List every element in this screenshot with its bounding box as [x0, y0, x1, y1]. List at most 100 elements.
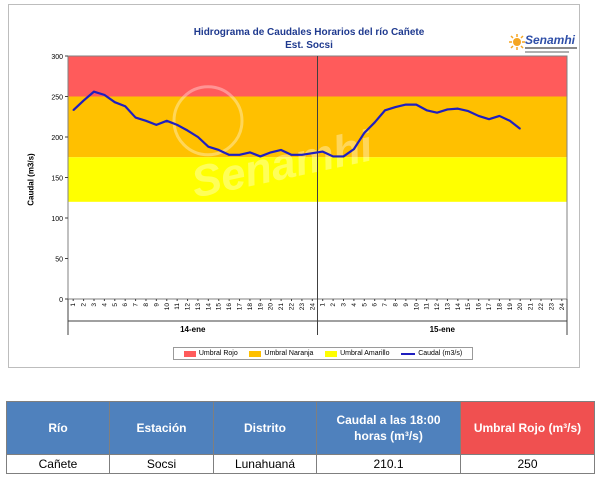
legend-label-rojo: Umbral Rojo [198, 350, 238, 357]
data-point-caudal [488, 118, 490, 120]
x-tick-label: 12 [434, 303, 441, 311]
x-tick-label: 24 [309, 303, 316, 311]
x-tick-label: 3 [91, 303, 98, 307]
logo-underline [525, 47, 577, 49]
y-tick-label: 150 [51, 176, 63, 183]
y-tick-label: 100 [51, 216, 63, 223]
cell-distrito: Lunahuaná [213, 454, 317, 474]
data-point-caudal [363, 132, 365, 134]
data-point-caudal [290, 154, 293, 156]
x-tick-label: 20 [517, 303, 524, 311]
data-point-caudal [166, 120, 168, 122]
x-tick-label: 17 [237, 303, 244, 311]
header-distrito: Distrito [213, 401, 317, 455]
header-caudal: Caudal a las 18:00 horas (m³/s) [316, 401, 461, 455]
x-tick-label: 1 [70, 303, 77, 307]
logo-text: Senamhi [525, 33, 576, 47]
legend-label-amarillo: Umbral Amarillo [340, 350, 390, 357]
data-point-caudal [446, 108, 449, 111]
data-point-caudal [176, 124, 178, 126]
x-tick-label: 17 [486, 303, 493, 311]
x-tick-label: 7 [133, 303, 140, 307]
series-line-caudal [72, 90, 521, 158]
x-tick-label: 6 [122, 303, 129, 307]
x-tick-label: 24 [559, 303, 566, 311]
x-tick-label: 5 [361, 303, 368, 307]
legend-swatch-rojo [183, 350, 196, 357]
data-point-caudal [124, 105, 126, 107]
data-point-caudal [72, 109, 74, 111]
x-tick-label: 4 [351, 303, 358, 307]
x-tick-label: 21 [278, 303, 285, 311]
y-tick-label: 200 [51, 135, 63, 142]
legend-swatch-naranja [249, 350, 262, 357]
data-point-caudal [249, 151, 251, 153]
data-point-caudal [415, 104, 417, 106]
data-point-caudal [301, 154, 303, 156]
data-point-caudal [197, 136, 199, 138]
watermark-sun [172, 85, 244, 157]
legend-item-amarillo: Umbral Amarillo [325, 350, 390, 357]
data-point-caudal [155, 124, 157, 126]
x-tick-label: 16 [226, 303, 233, 311]
data-point-caudal [342, 155, 345, 158]
logo-underline-2 [525, 51, 569, 53]
y-tick-label: 250 [51, 95, 63, 102]
x-tick-label: 5 [112, 303, 119, 307]
x-tick-label: 13 [195, 303, 202, 311]
data-point-caudal [322, 150, 324, 153]
data-point-caudal [103, 94, 105, 96]
data-point-caudal [145, 120, 147, 122]
data-point-caudal [238, 154, 241, 156]
x-tick-label: 23 [548, 303, 555, 311]
data-point-caudal [93, 91, 95, 93]
x-tick-label: 14 [455, 303, 462, 311]
chart-subtitle: Est. Socsi [285, 40, 333, 51]
y-tick-label: 0 [59, 297, 63, 304]
header-estacion: Estación [109, 401, 214, 455]
x-tick-label: 1 [320, 303, 327, 307]
cell-estacion: Socsi [109, 454, 214, 474]
legend-label-caudal: Caudal (m3/s) [418, 350, 463, 357]
x-tick-label: 15 [216, 303, 223, 311]
table-header-row: Río Estación Distrito Caudal a las 18:00… [6, 401, 595, 455]
x-tick-label: 19 [507, 303, 514, 311]
header-rio: Río [6, 401, 110, 455]
x-tick-label: 23 [299, 303, 306, 311]
x-tick-label: 16 [476, 303, 483, 311]
sun-icon [509, 34, 525, 50]
x-tick-label: 11 [424, 303, 431, 310]
x-tick-label: 2 [330, 303, 337, 307]
legend-item-rojo: Umbral Rojo [183, 350, 238, 357]
x-tick-label: 9 [403, 303, 410, 307]
chart-frame: Senamhi 0 50 100 150 200 250 300 1 2 3 4 5 6 7 8 9 10 11 12… [8, 4, 580, 368]
x-tick-label: 6 [372, 303, 379, 307]
x-tick-label: 2 [81, 303, 88, 307]
data-point-caudal [394, 106, 397, 108]
data-point-caudal [478, 115, 480, 117]
data-point-caudal [426, 109, 428, 111]
x-tick-label: 13 [444, 303, 451, 311]
data-point-caudal [207, 146, 209, 148]
chart-legend: Umbral Rojo Umbral Naranja Umbral Amaril… [173, 347, 473, 360]
legend-item-caudal: Caudal (m3/s) [401, 350, 462, 357]
x-tick-label: 4 [101, 303, 108, 307]
senamhi-logo: Senamhi [509, 31, 581, 57]
legend-label-naranja: Umbral Naranja [264, 350, 314, 357]
x-tick-label: 22 [289, 303, 296, 311]
data-point-caudal [228, 154, 230, 156]
x-tick-label: 18 [247, 303, 254, 311]
data-point-caudal [436, 112, 438, 114]
data-point-caudal [405, 104, 407, 106]
data-point-caudal [353, 148, 355, 150]
data-point-caudal [498, 115, 501, 117]
chart-title: Hidrograma de Caudales Horarios del río … [193, 27, 425, 38]
y-tick-label: 50 [55, 257, 63, 264]
x-tick-label: 20 [268, 303, 275, 311]
x-tick-label: 19 [257, 303, 264, 311]
legend-line-caudal [401, 352, 416, 355]
x-tick-label: 18 [496, 303, 503, 311]
data-point-caudal [457, 108, 459, 110]
day-label: 15-ene [430, 325, 456, 334]
